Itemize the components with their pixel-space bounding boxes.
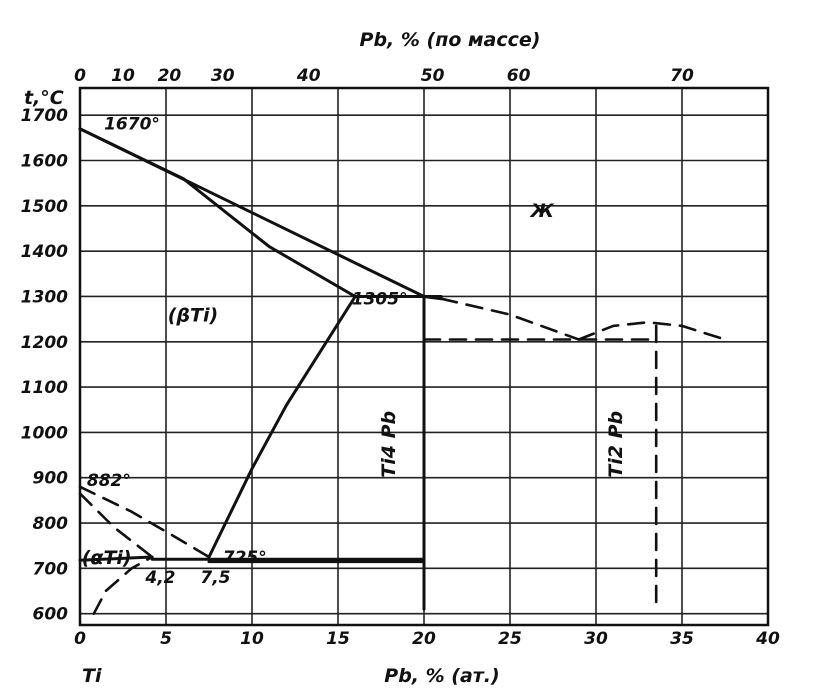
annotation-label: 882° [87,471,131,491]
x-tick-label: 15 [326,629,350,649]
phase-curves [78,127,727,615]
annotation-label: 7,5 [200,568,230,588]
x-tick-label: 5 [160,629,172,649]
x-top-tick-label: 20 [158,66,182,86]
x-top-tick-label: 60 [507,66,531,86]
phase-curve-dashed [78,492,154,559]
annotation-label: 1670° [104,115,160,135]
y-tick-label: 1300 [21,287,68,307]
x-axis-bottom-ticks: 0 5 10 15 20 25 30 35 40 [74,629,780,649]
y-tick-label: 800 [33,514,69,534]
x-top-tick-label: 70 [670,66,694,86]
annotation-label: (αTi) [82,547,132,569]
phase-curve [78,127,357,298]
x-tick-label: 0 [74,629,86,649]
x-axis-top-ticks: 0 10 20 30 40 50 60 70 [74,66,694,86]
y-tick-label: 1100 [21,378,68,398]
phase-curve-dashed [577,321,727,341]
y-tick-label: 1400 [21,242,68,262]
y-axis-label: t,°C [24,87,64,109]
annotations: 1670° 1305° 882° 725° 4,2 7,5 (αTi) (βTi) Ж Ti4 P… [82,115,627,588]
annotation-label: 1305° [352,290,408,310]
annotation-label: Ti4 Pb [378,411,400,478]
x-tick-label: 20 [412,629,436,649]
annotation-label: (βTi) [168,304,218,326]
x-top-tick-label: 10 [111,66,135,86]
y-axis-ticks: 600 700 800 900 1000 1100 1200 1300 1400 1500 1600… [21,106,68,624]
phase-curve-dashed [78,485,211,559]
x-tick-label: 35 [670,629,694,649]
x-tick-label: 25 [498,629,522,649]
x-top-tick-label: 50 [421,66,445,86]
y-tick-label: 1700 [21,106,68,126]
phase-curve [78,555,154,562]
x-tick-label: 10 [240,629,264,649]
phase-curve-dashed [439,297,581,341]
x-axis-bottom-label: Pb, % (ат.) [384,665,499,687]
x-axis-top-label: Pb, % (по массе) [360,29,541,51]
plot-frame [78,86,770,627]
phase-curve [207,295,357,559]
phase-curve-dashed [92,555,154,615]
annotation-label: Ti2 Pb [605,411,627,478]
x-tick-label: 40 [755,629,780,649]
y-tick-label: 1000 [21,423,68,443]
x-top-tick-label: 0 [74,66,86,86]
x-tick-label: 30 [584,629,608,649]
annotation-label: 725° [223,548,267,568]
y-tick-label: 700 [33,559,69,579]
x-top-tick-label: 40 [296,66,321,86]
y-tick-label: 1600 [21,152,68,172]
annotation-label: 4,2 [144,568,175,588]
y-tick-label: 900 [33,469,69,489]
y-tick-label: 1200 [21,333,68,353]
y-tick-label: 1500 [21,197,68,217]
element-label-ti: Ti [82,665,102,687]
y-tick-label: 600 [33,605,69,625]
x-top-tick-label: 30 [211,66,235,86]
annotation-label: Ж [529,200,555,222]
